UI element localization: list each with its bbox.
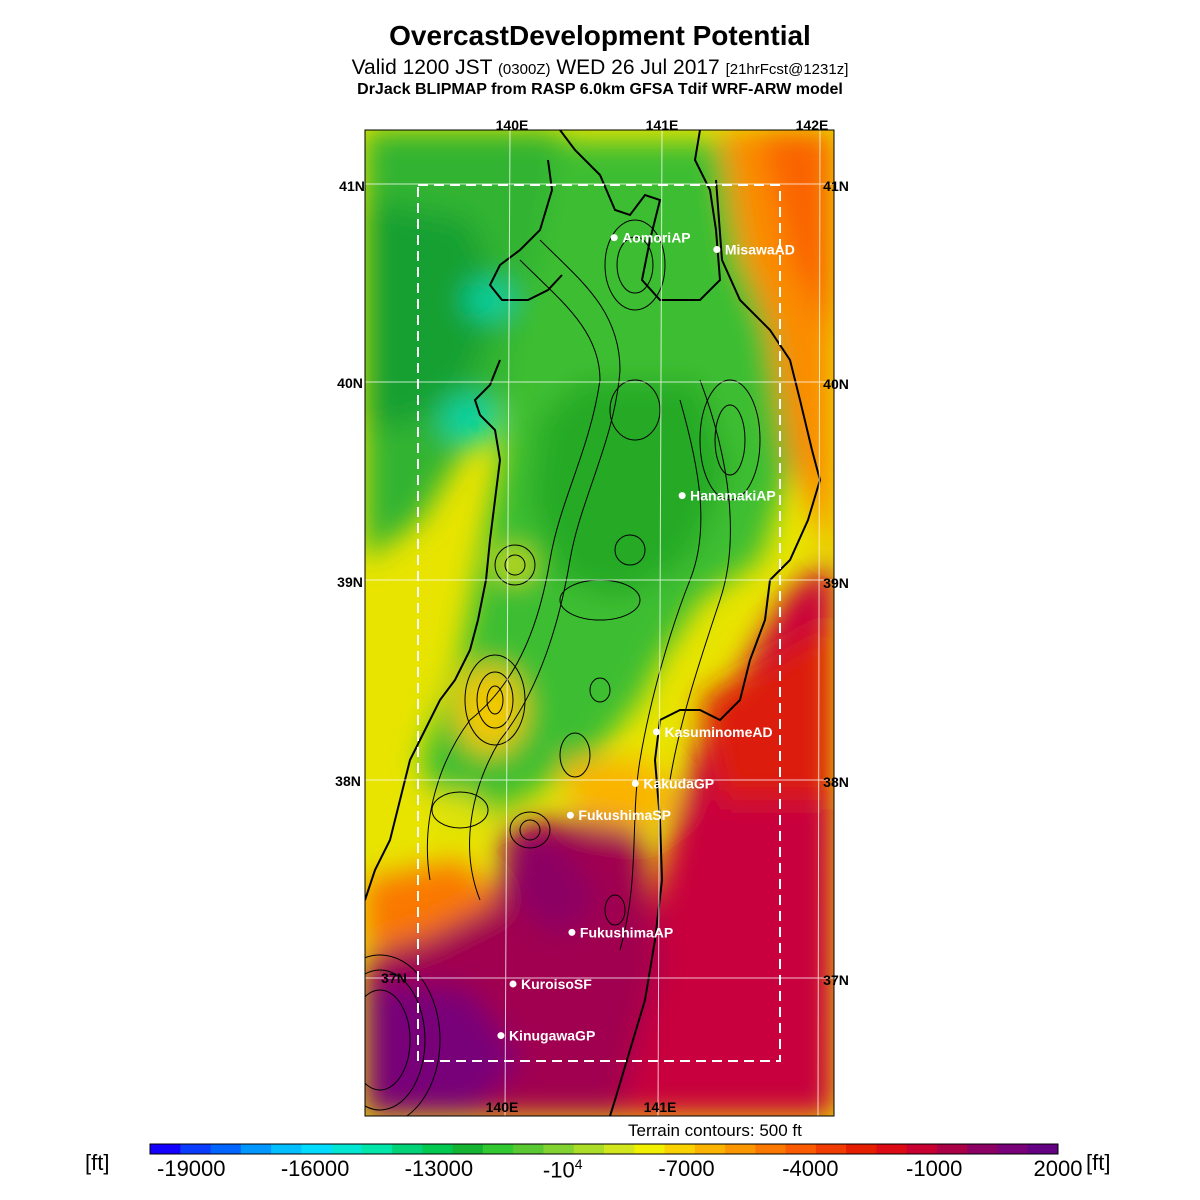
valid-date: WED 26 Jul 2017 [556,56,720,79]
site-label-kinugawagp: KinugawaGP [509,1028,595,1044]
terrain-contour-note: Terrain contours: 500 ft [628,1121,802,1140]
colorbar-frame [149,1143,1059,1155]
colorbar-swatch [180,1144,212,1154]
site-label-fukushimasp: FukushimaSP [578,807,671,823]
site-marker-fukushimasp [566,811,574,819]
colorbar-swatch [573,1144,605,1154]
lat-right-39: 39N [823,575,849,591]
lon-bottom-141: 141E [644,1099,677,1115]
colorbar-swatch [361,1144,393,1154]
colorbar-swatch [210,1144,242,1154]
colorbar-tick-label: -104 [542,1156,583,1183]
site-marker-misawaad [713,246,721,254]
colorbar-swatch [755,1144,787,1154]
colorbar-swatch [543,1144,575,1154]
colorbar-swatch [634,1144,666,1154]
colorbar-swatch [967,1144,998,1154]
site-marker-hanamakiap [678,492,686,500]
colorbar-swatch [1027,1144,1059,1154]
colorbar-swatch [876,1144,908,1154]
valid-prefix: Valid 1200 JST [351,56,493,79]
colorbar-swatch [906,1144,938,1154]
colorbar-swatch [422,1144,454,1154]
coastline [365,130,822,1116]
colorbar-swatch [664,1144,696,1154]
colorbar-swatch [604,1144,635,1154]
colorbar-tick-label: 2000 [1033,1156,1083,1181]
site-marker-kakudagp [631,779,639,787]
colorbar-swatch [846,1144,877,1154]
valid-time-line: Valid 1200 JST (0300Z) WED 26 Jul 2017 [… [0,56,1200,80]
site-label-misawaad: MisawaAD [725,242,795,258]
plot-frame [364,129,835,1117]
colorbar-tick-label: -19000 [157,1156,226,1181]
colorbar [149,1143,1059,1155]
site-label-kasuminomead: KasuminomeAD [664,724,772,740]
colorbar-swatch [301,1144,333,1154]
colorbar-swatch [936,1144,968,1154]
lat-right-40: 40N [823,376,849,392]
lat-right-41: 41N [823,178,849,194]
site-marker-fukushimaap [568,928,576,936]
colorbar-swatch [997,1144,1029,1154]
colorbar-unit-right: [ft] [1086,1150,1111,1175]
lat-left-41: 41N [339,178,365,194]
model-subtitle: DrJack BLIPMAP from RASP 6.0km GFSA Tdif… [357,81,843,98]
colorbar-swatch [694,1144,726,1154]
site-markers: AomoriAP MisawaAD HanamakiAP KasuminomeAD Ka… [497,230,795,1044]
site-label-kuroisosf: KuroisoSF [521,976,592,992]
lat-left-40: 40N [337,375,363,391]
colorbar-swatch [725,1144,756,1154]
lon-top-142: 142E [796,117,829,133]
site-label-fukushimaap: FukushimaAP [580,924,673,940]
colorbar-tick-exponent: 4 [574,1156,583,1172]
colorbar-swatch [513,1144,544,1154]
terrain-contours [365,219,761,1116]
colorbar-tick-label: -1000 [906,1156,963,1181]
colorbar-tick-label: -4000 [782,1156,839,1181]
lat-left-37: 37N [381,970,407,986]
colorbar-swatch [452,1144,484,1154]
colorbar-swatch [482,1144,514,1154]
lat-right-38: 38N [823,774,849,790]
potential-field [365,130,834,1116]
colorbar-swatch [392,1144,423,1154]
lon-bottom-140: 140E [486,1099,519,1115]
colorbar-swatch [815,1144,847,1154]
colorbar-unit-left: [ft] [85,1150,110,1175]
site-marker-aomoriap [610,234,618,242]
valid-zone: (0300Z) [497,61,551,78]
colorbar-tick-label: -13000 [404,1156,474,1181]
colorbar-swatch [150,1144,181,1154]
colorbar-swatch [271,1144,302,1154]
forecast-info: [21hrFcst@1231z] [725,61,849,78]
lat-left-38: 38N [335,773,361,789]
colorbar-swatch [331,1144,363,1154]
site-label-kakudagp: KakudaGP [643,775,714,791]
colorbar-tick-label: -7000 [658,1156,715,1181]
site-marker-kinugawagp [497,1032,505,1040]
colorbar-swatch [785,1144,817,1154]
lat-left-39: 39N [337,574,363,590]
site-marker-kuroisosf [509,980,517,988]
colorbar-tick-label: -16000 [280,1156,350,1181]
inner-domain-box [417,184,781,1062]
site-label-hanamakiap: HanamakiAP [690,488,776,504]
colorbar-swatch [240,1144,272,1154]
site-label-aomoriap: AomoriAP [622,230,690,246]
lat-right-37: 37N [823,972,849,988]
lon-top-141: 141E [646,117,679,133]
lon-top-140: 140E [496,117,529,133]
page-title: OvercastDevelopment Potential [389,20,811,51]
site-marker-kasuminomead [652,728,660,736]
